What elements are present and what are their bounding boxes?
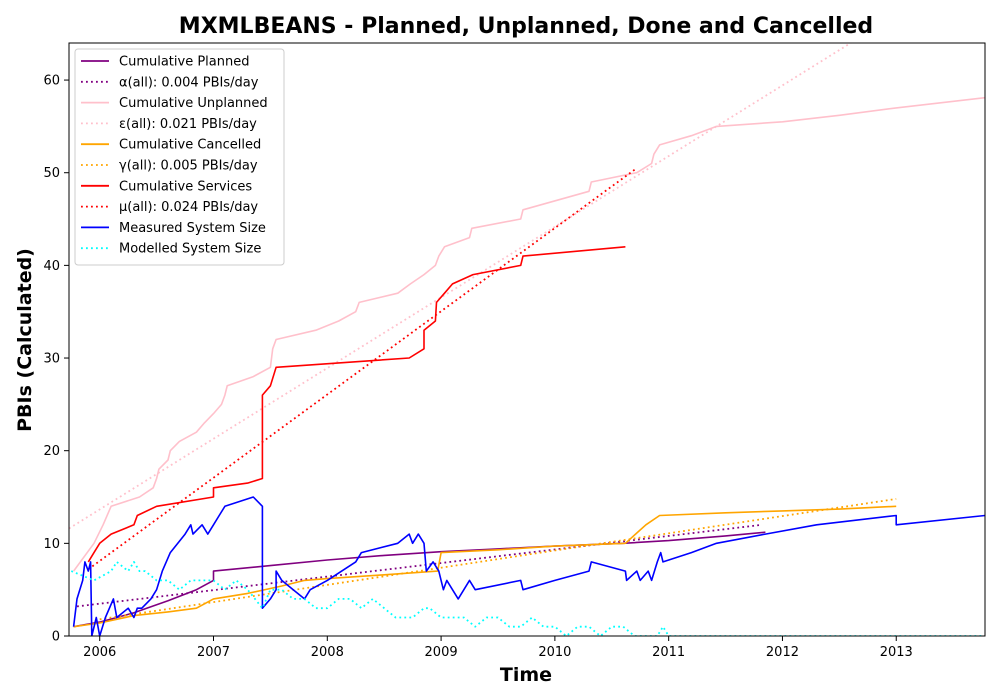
series-line-7 bbox=[87, 246, 626, 563]
x-tick-label: 2007 bbox=[197, 645, 230, 660]
x-tick-label: 2013 bbox=[880, 645, 913, 660]
legend-label: γ(all): 0.005 PBIs/day bbox=[119, 159, 258, 174]
y-tick-label: 20 bbox=[43, 444, 60, 459]
x-axis: 2006 2007 2008 2009 2010 2011 2012 2013 bbox=[83, 636, 913, 660]
legend-box bbox=[74, 48, 285, 266]
y-tick-label: 60 bbox=[43, 74, 60, 89]
y-axis-label: PBIs (Calculated) bbox=[14, 248, 36, 432]
legend: Cumulative Planned α(all): 0.004 PBIs/day… bbox=[74, 48, 285, 266]
x-tick-label: 2009 bbox=[425, 645, 458, 660]
x-axis-label: Time bbox=[500, 664, 552, 686]
y-tick-label: 40 bbox=[43, 259, 60, 274]
legend-label: ε(all): 0.021 PBIs/day bbox=[119, 117, 257, 132]
legend-label: Modelled System Size bbox=[119, 242, 261, 257]
series-line-8 bbox=[87, 167, 638, 571]
series-line-3 bbox=[72, 96, 985, 572]
legend-label: Cumulative Planned bbox=[119, 55, 249, 70]
chart-title: MXMLBEANS - Planned, Unplanned, Done and… bbox=[179, 14, 873, 39]
series-line-9 bbox=[72, 496, 985, 636]
x-tick-label: 2011 bbox=[652, 645, 685, 660]
legend-label: Measured System Size bbox=[119, 221, 266, 236]
legend-label: Cumulative Unplanned bbox=[119, 96, 268, 111]
x-tick-label: 2012 bbox=[766, 645, 799, 660]
x-tick-label: 2006 bbox=[83, 645, 116, 660]
series-line-1 bbox=[73, 531, 766, 628]
y-tick-label: 10 bbox=[43, 537, 60, 552]
y-axis: 0 10 20 30 40 50 60 bbox=[43, 74, 69, 645]
x-tick-label: 2008 bbox=[311, 645, 344, 660]
y-tick-label: 50 bbox=[43, 166, 60, 181]
series-line-6 bbox=[99, 498, 897, 621]
legend-label: Cumulative Cancelled bbox=[119, 138, 261, 153]
series-line-4 bbox=[69, 43, 852, 530]
y-tick-label: 30 bbox=[43, 352, 60, 367]
y-tick-label: 0 bbox=[52, 630, 60, 645]
plot-area bbox=[68, 42, 986, 637]
legend-label: μ(all): 0.024 PBIs/day bbox=[119, 200, 258, 215]
x-tick-label: 2010 bbox=[538, 645, 571, 660]
series-line-5 bbox=[73, 505, 897, 628]
legend-label: α(all): 0.004 PBIs/day bbox=[119, 75, 259, 90]
legend-label: Cumulative Services bbox=[119, 179, 252, 194]
series-line-10 bbox=[70, 561, 985, 636]
series-layer bbox=[69, 43, 985, 636]
plot-frame bbox=[68, 42, 986, 637]
